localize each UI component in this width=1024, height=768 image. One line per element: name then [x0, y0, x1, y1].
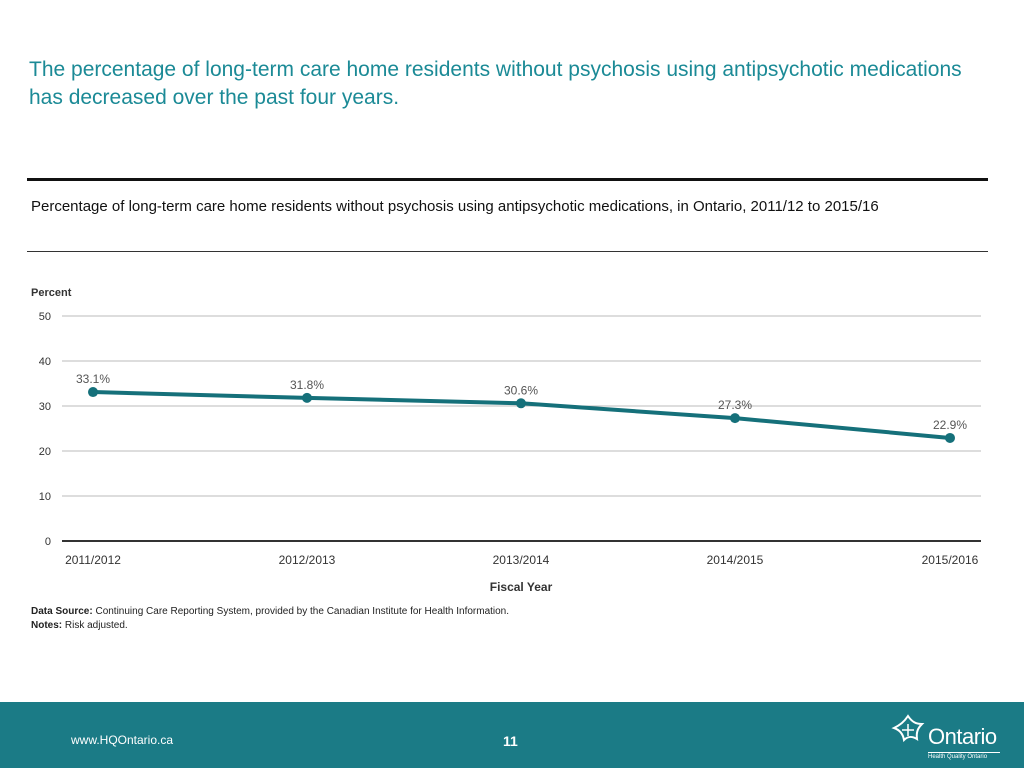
footer-url-link[interactable]: www.HQOntario.ca: [71, 733, 174, 747]
data-label: 30.6%: [504, 383, 538, 397]
x-axis-label: Fiscal Year: [490, 580, 553, 594]
y-tick-label: 0: [45, 536, 51, 548]
data-point: [516, 398, 526, 409]
x-tick-label: 2011/2012: [65, 553, 121, 567]
data-point: [730, 413, 740, 424]
chart-notes: Data Source: Continuing Care Reporting S…: [31, 605, 509, 633]
data-source-label: Data Source:: [31, 606, 93, 617]
y-tick-label: 20: [39, 446, 51, 458]
footer-bar: www.HQOntario.ca 11 Ontario Health Quali…: [0, 702, 1024, 768]
ontario-logo: Ontario Health Quality Ontario: [890, 712, 1010, 764]
data-point: [88, 387, 98, 398]
data-label: 31.8%: [290, 378, 324, 392]
data-source-text: Continuing Care Reporting System, provid…: [92, 606, 510, 617]
data-point: [302, 392, 312, 403]
x-tick-label: 2013/2014: [493, 553, 550, 567]
notes-label: Notes:: [31, 620, 63, 631]
page-number: 11: [503, 733, 518, 749]
data-source-line: Data Source: Continuing Care Reporting S…: [31, 605, 509, 619]
y-tick-label: 50: [39, 311, 51, 323]
y-tick-label: 10: [39, 491, 51, 503]
x-tick-label: 2012/2013: [279, 553, 336, 567]
x-tick-label: 2015/2016: [922, 553, 979, 567]
y-tick-label: 40: [39, 356, 51, 368]
logo-wordmark: Ontario: [928, 724, 997, 749]
logo-divider: [928, 752, 1000, 753]
trillium-icon: [891, 714, 925, 743]
divider-thick: [27, 178, 988, 181]
notes-line: Notes: Risk adjusted.: [31, 619, 509, 633]
data-label: 27.3%: [718, 398, 752, 412]
divider-thin: [27, 251, 988, 252]
notes-text: Risk adjusted.: [62, 620, 128, 631]
data-point: [945, 432, 955, 443]
data-label: 33.1%: [76, 372, 110, 386]
y-tick-label: 30: [39, 401, 51, 413]
data-label: 22.9%: [933, 418, 967, 432]
y-axis-label: Percent: [31, 287, 72, 299]
slide-headline: The percentage of long-term care home re…: [29, 58, 962, 109]
chart-title: Percentage of long-term care home reside…: [31, 198, 879, 215]
logo-subtitle: Health Quality Ontario: [928, 754, 988, 760]
line-chart: Percent 0 10 20 30 40 50 2011/2012 2012/2013 2013…: [31, 287, 981, 594]
x-tick-label: 2014/2015: [707, 553, 764, 567]
